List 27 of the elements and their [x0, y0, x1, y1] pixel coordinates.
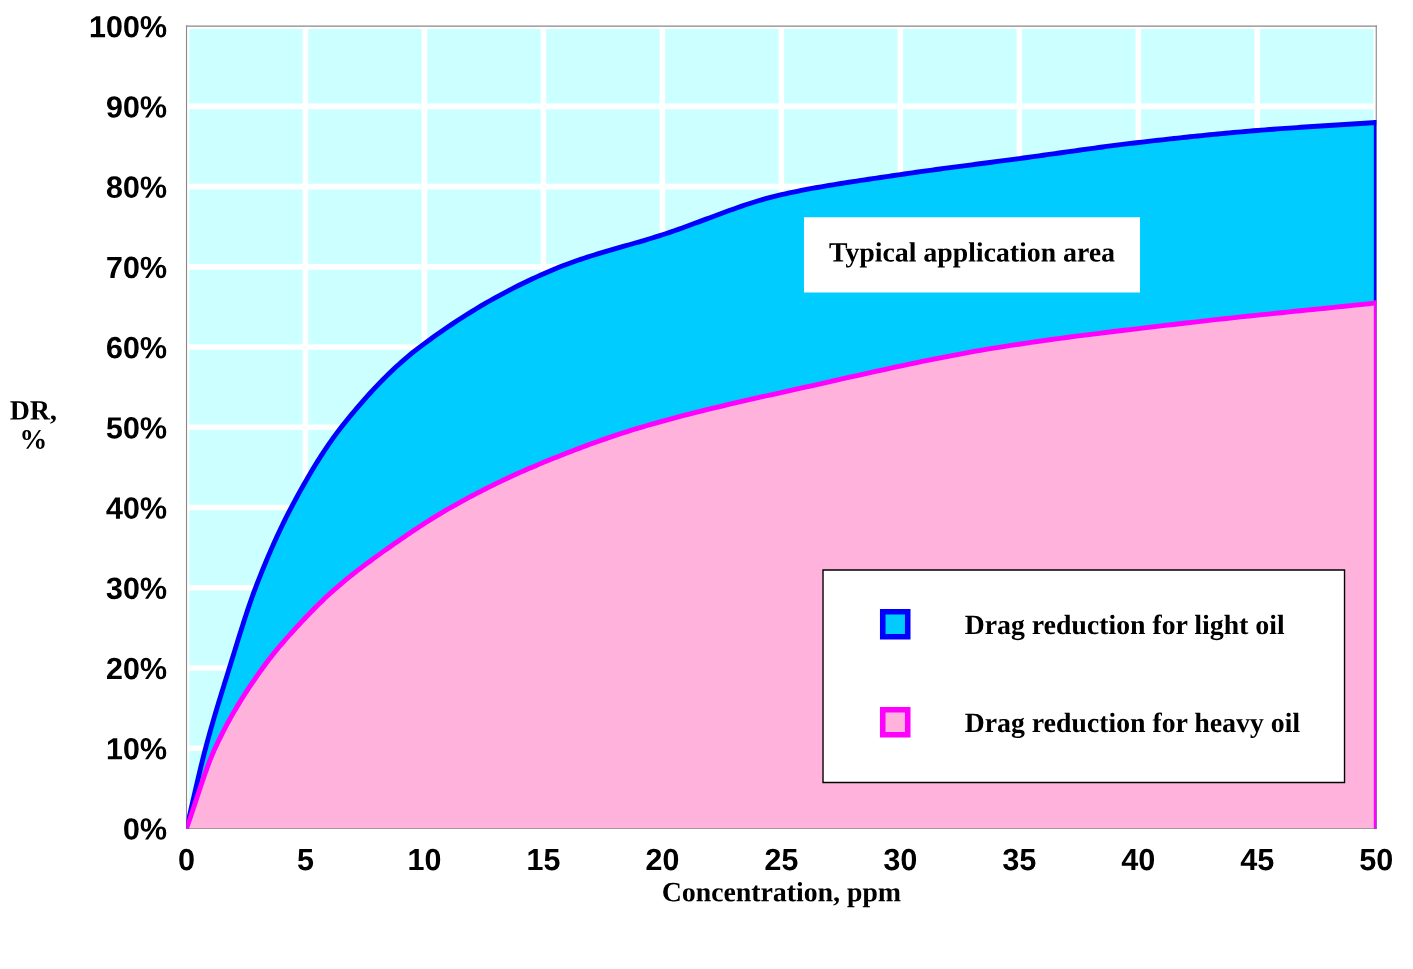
- legend-label: Drag reduction for light oil: [965, 614, 1285, 641]
- y-tick-label: 70%: [107, 256, 167, 279]
- x-tick-label: 25: [765, 848, 798, 871]
- y-tick-label: 40%: [106, 497, 167, 519]
- y-tick-label: 0%: [124, 818, 167, 840]
- y-tick-label: 100%: [90, 15, 167, 38]
- legend-label: Drag reduction for heavy oil: [965, 712, 1300, 739]
- annotation: Typical application area: [829, 242, 1115, 268]
- x-axis-title: Concentration, ppm: [663, 881, 901, 908]
- y-tick-label: 90%: [106, 96, 167, 118]
- x-tick-label: 20: [646, 848, 679, 871]
- y-tick-label: 10%: [107, 738, 167, 760]
- x-tick-label: 10: [409, 848, 441, 871]
- x-tick-label: 50: [1360, 848, 1392, 871]
- x-tick-label: 30: [884, 848, 917, 871]
- y-tick-label: 50%: [106, 417, 167, 439]
- y-tick-label: 80%: [106, 176, 167, 198]
- y-tick-label: 30%: [106, 577, 167, 600]
- x-tick-label: 35: [1003, 848, 1036, 871]
- y-axis-title: DR, %: [10, 401, 56, 449]
- x-tick-label: 45: [1240, 849, 1274, 871]
- y-tick-label: 20%: [106, 657, 167, 680]
- x-tick-label: 5: [297, 849, 314, 871]
- x-tick-label: 40: [1121, 848, 1155, 871]
- y-tick-label: 60%: [107, 336, 167, 359]
- x-tick-label: 15: [528, 849, 560, 871]
- x-tick-label: 0: [179, 848, 194, 871]
